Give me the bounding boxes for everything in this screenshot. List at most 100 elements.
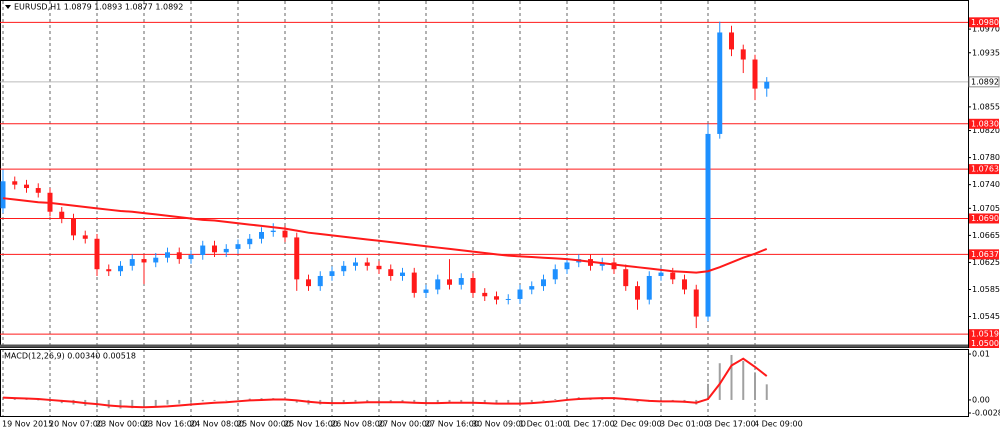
x-tick-label: 4 Dec 09:00	[754, 420, 803, 429]
candle-body	[212, 245, 217, 253]
candle-body	[635, 286, 640, 300]
candle-body	[141, 259, 147, 263]
y-tick-label: 1.0625	[972, 258, 1000, 267]
macd-bar	[519, 399, 521, 404]
level-label: 1.0637	[971, 250, 999, 259]
macd-bar	[178, 399, 181, 404]
candle-body	[400, 272, 405, 276]
candle-body	[682, 279, 687, 290]
candle-body	[282, 230, 288, 238]
macd-bar	[154, 399, 157, 407]
macd-title: MACD(12,26,9) 0.00340 0.00518	[4, 352, 136, 361]
candle-body	[82, 235, 88, 239]
macd-panel	[0, 349, 969, 417]
candle-body	[59, 211, 65, 219]
macd-bar	[483, 399, 486, 404]
x-tick-label: 3 Dec 17:00	[707, 420, 756, 429]
y-tick-label: 1.0855	[972, 102, 1000, 111]
candle-body	[552, 269, 558, 280]
x-tick-label: 26 Nov 08:00	[331, 420, 385, 429]
y-tick-label: 1.0665	[972, 231, 1000, 240]
x-tick-label: 1 Dec 01:00	[519, 420, 568, 429]
macd-bar	[248, 398, 251, 400]
candle-body	[118, 265, 123, 272]
candle-body	[388, 269, 394, 276]
macd-bar	[460, 399, 463, 403]
candle-body	[470, 278, 476, 293]
candle-body	[670, 272, 676, 280]
x-tick-label: 20 Nov 07:00	[49, 420, 103, 429]
candle-body	[200, 245, 206, 256]
y-tick-label: 1.0545	[972, 312, 1000, 321]
y-tick-label: 1.0780	[972, 153, 1000, 162]
candle-body	[165, 252, 170, 258]
macd-bar	[201, 399, 204, 402]
candle-body	[306, 279, 311, 287]
candle-body	[447, 279, 452, 285]
macd-bar	[213, 399, 216, 401]
macd-bar	[636, 399, 639, 403]
macd-bar	[530, 399, 533, 403]
macd-bar	[131, 399, 134, 409]
x-tick-label: 25 Nov 16:00	[284, 420, 338, 429]
level-label-box	[969, 213, 999, 224]
macd-bar	[190, 399, 192, 403]
level-label: 1.0980	[971, 18, 999, 27]
candle-body	[693, 289, 699, 317]
candle-body	[611, 262, 617, 270]
candle-body	[153, 257, 159, 263]
candle-body	[71, 218, 76, 236]
candle-body	[529, 286, 535, 290]
candle-body	[646, 275, 652, 300]
candle-body	[764, 81, 770, 89]
candle-body	[270, 230, 276, 233]
macd-bar	[542, 399, 545, 401]
macd-bar	[401, 399, 404, 403]
y-tick-label: 1.0585	[972, 285, 1000, 294]
level-label-box	[969, 164, 999, 175]
macd-bar	[554, 399, 557, 400]
macd-bar	[37, 399, 40, 401]
level-label: 1.0830	[971, 119, 999, 128]
macd-bar	[448, 399, 451, 403]
y-tick-label: 1.0740	[972, 180, 1000, 189]
candle-body	[364, 262, 370, 266]
candle-body	[247, 238, 253, 245]
x-tick-label: 27 Nov 16:00	[425, 420, 479, 429]
candle-body	[24, 184, 29, 189]
x-tick-label: 23 Nov 16:00	[143, 420, 197, 429]
candle-body	[223, 248, 229, 253]
y-tick-label: 0.00	[972, 395, 990, 404]
current-price-box	[968, 76, 1000, 88]
candle-body	[717, 32, 723, 134]
candle-body	[494, 296, 499, 300]
support-label: 1.0500	[971, 339, 999, 348]
level-label-box	[969, 118, 999, 129]
candle-body	[423, 289, 429, 293]
macd-bar	[389, 399, 392, 403]
macd-bar	[366, 399, 369, 402]
x-tick-label: 25 Nov 00:00	[237, 420, 291, 429]
level-label-box	[969, 17, 999, 28]
macd-signal	[2, 357, 768, 409]
candle-body	[317, 275, 323, 287]
y-tick-label: 0.01	[972, 350, 990, 359]
y-tick-label: 1.0705	[972, 204, 1000, 213]
candle-body	[505, 298, 511, 300]
x-tick-label: 19 Nov 2015	[2, 420, 53, 429]
y-tick-label: 1.0970	[972, 25, 1000, 34]
x-tick-label: 1 Dec 17:00	[566, 420, 615, 429]
macd-bar	[342, 399, 345, 403]
macd-bar	[495, 399, 498, 405]
macd-bar	[730, 354, 733, 400]
candle-body	[752, 59, 758, 89]
level-label: 1.0763	[971, 165, 999, 174]
level-label: 1.0690	[971, 214, 999, 223]
x-tick-label: 30 Nov 09:00	[472, 420, 526, 429]
candle-body	[235, 244, 241, 249]
level-label-box	[969, 249, 999, 260]
candle-body	[740, 49, 746, 60]
chart-title: EURUSD,H1 1.0879 1.0893 1.0877 1.0892	[14, 3, 183, 12]
candle-body	[94, 238, 100, 270]
macd-bar	[119, 399, 122, 409]
